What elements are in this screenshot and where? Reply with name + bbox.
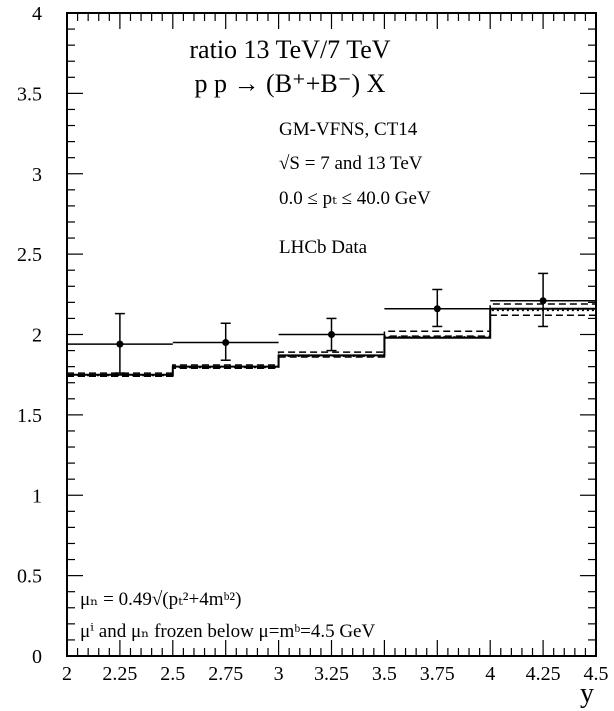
x-tick-label: 2.5 <box>160 663 185 685</box>
y-tick-label: 3 <box>32 164 42 186</box>
theory-step-line <box>67 314 596 378</box>
x-tick-label: 2 <box>62 663 72 685</box>
axis-ticks <box>66 12 597 657</box>
x-tick-label: 3.75 <box>420 663 455 685</box>
x-tick-label: 3.5 <box>372 663 397 685</box>
info-line-4: LHCb Data <box>279 237 368 258</box>
x-tick-label: 3.25 <box>314 663 349 685</box>
data-point <box>116 340 124 348</box>
data-point <box>222 339 230 347</box>
y-tick-label: 2.5 <box>17 244 42 266</box>
y-tick-label: 2 <box>32 325 42 347</box>
x-tick-label: 4 <box>485 663 495 685</box>
info-line-3: 0.0 ≤ pₜ ≤ 40.0 GeV <box>279 188 431 209</box>
y-tick-label: 1 <box>32 485 42 507</box>
theory-curves <box>67 303 596 378</box>
x-axis-label: y <box>580 678 594 709</box>
x-tick-labels: 2 2.25 2.5 2.75 3 3.25 3.5 3.75 4 4.25 4.5 <box>62 663 609 685</box>
info-line-1: GM-VFNS, CT14 <box>279 119 418 140</box>
note-line-1: μₙ = 0.49√(pₜ²+4mᵇ²) <box>80 589 241 610</box>
x-tick-label: 2.75 <box>208 663 243 685</box>
data-point <box>433 305 441 313</box>
y-tick-label: 1.5 <box>17 405 42 427</box>
x-tick-label: 3 <box>274 663 284 685</box>
info-line-2: √S = 7 and 13 TeV <box>279 153 423 174</box>
y-tick-label: 4 <box>32 3 42 25</box>
data-point <box>539 297 547 305</box>
note-line-2: μⁱ and μₙ frozen below μ=mᵇ=4.5 GeV <box>80 621 375 642</box>
y-tick-labels: 0 0.5 1 1.5 2 2.5 3 3.5 4 <box>17 3 42 668</box>
y-tick-label: 0 <box>32 646 42 668</box>
data-point <box>328 331 335 338</box>
chart-title-line-1: ratio 13 TeV/7 TeV <box>189 35 390 64</box>
y-tick-label: 0.5 <box>17 566 42 588</box>
chart-title-line-2: p p → (B⁺+B⁻) X <box>195 69 386 98</box>
x-tick-label: 4.5 <box>584 663 609 685</box>
y-tick-label: 3.5 <box>17 83 42 105</box>
x-tick-label: 4.25 <box>526 663 561 685</box>
x-tick-label: 2.25 <box>102 663 137 685</box>
data-points <box>67 272 596 374</box>
